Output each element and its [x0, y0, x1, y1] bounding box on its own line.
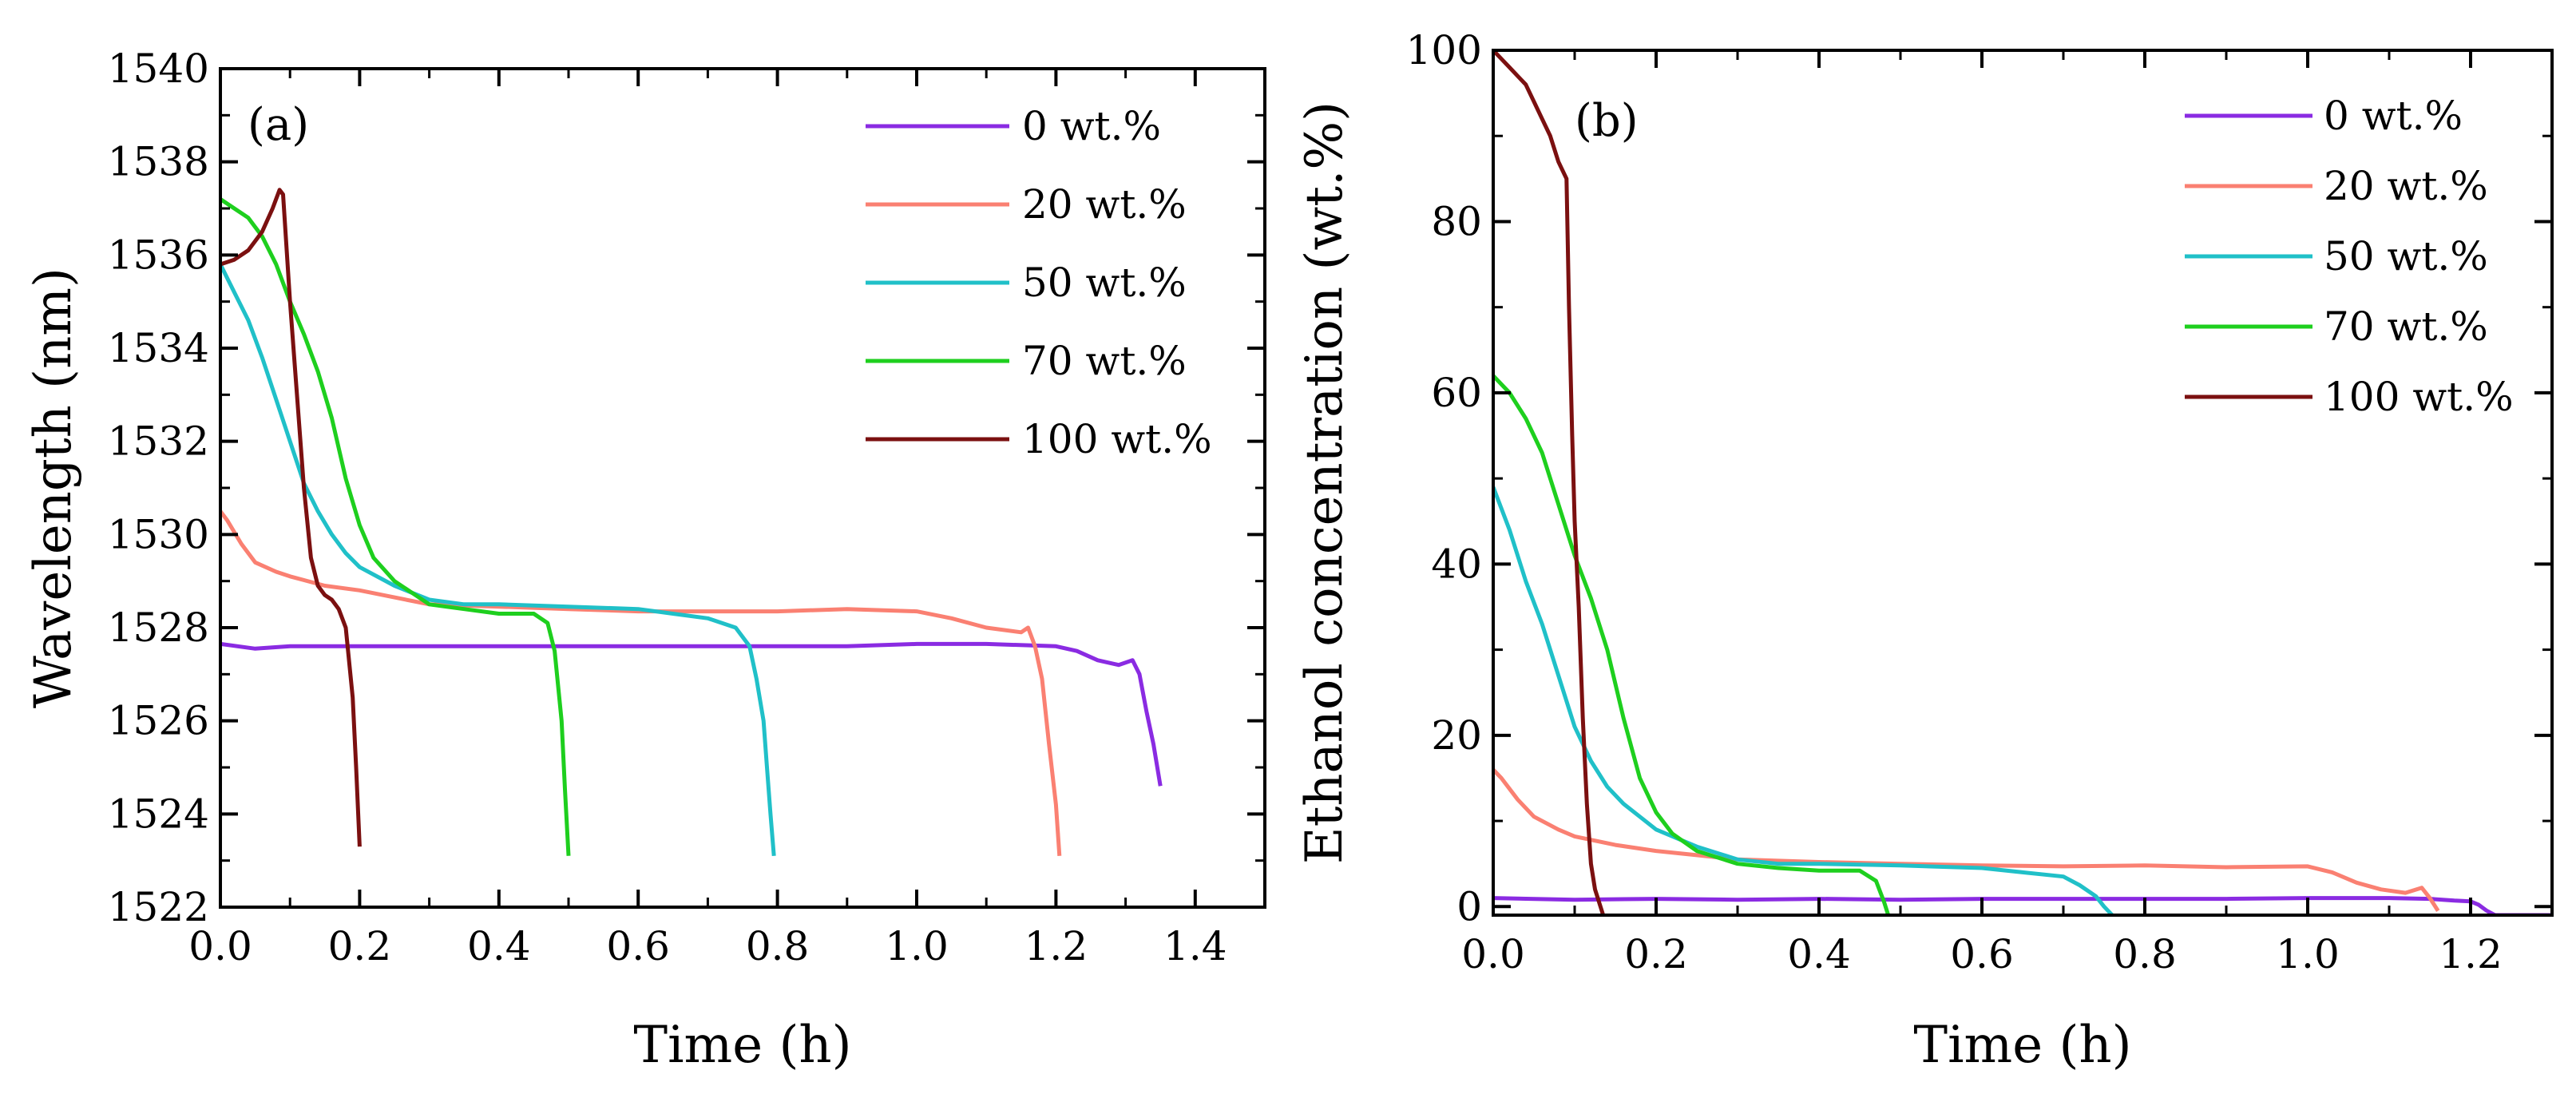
legend-label: 100 wt.% [2324, 374, 2514, 420]
y-axis-title: Ethanol concentration (wt.%) [1295, 101, 1354, 864]
y-tick-label: 0 [1456, 883, 1482, 930]
x-tick-label: 0.8 [2113, 931, 2177, 977]
y-tick-label: 1528 [108, 604, 209, 651]
y-tick-label: 1522 [108, 884, 209, 930]
legend-label: 50 wt.% [1022, 260, 1187, 306]
series-line-3 [1493, 374, 1891, 915]
series-line-2 [220, 263, 776, 857]
series-line-4 [1493, 50, 1606, 915]
y-tick-label: 1536 [108, 232, 209, 278]
series-line-0 [1493, 896, 2552, 915]
y-tick-label: 1530 [108, 511, 209, 557]
series-line-3 [220, 197, 571, 856]
y-tick-label: 40 [1431, 541, 1482, 587]
series-line-4 [220, 188, 362, 847]
x-tick-label: 0.0 [1461, 931, 1525, 977]
legend-label: 0 wt.% [1022, 103, 1161, 149]
legend-label: 50 wt.% [2324, 233, 2488, 279]
y-tick-label: 1538 [108, 139, 209, 185]
y-axis-title: Wavelength (nm) [24, 268, 83, 708]
legend-label: 70 wt.% [1022, 338, 1187, 384]
x-tick-label: 0.6 [606, 923, 670, 969]
x-tick-label: 0.4 [1787, 931, 1851, 977]
y-tick-label: 1526 [108, 698, 209, 744]
series-line-2 [1493, 486, 2114, 915]
x-tick-label: 1.2 [2439, 931, 2503, 977]
panel-label: (b) [1575, 95, 1639, 147]
legend: 0 wt.% 20 wt.% 50 wt.% 70 wt.% 100 wt.% [2185, 93, 2514, 420]
chart-panel-a: 0.0 0.2 0.4 0.6 0.8 1.0 1.2 1.4 1522 1524 1526 1528… [24, 46, 1266, 1075]
y-tick-label: 1524 [108, 791, 209, 837]
x-tick-label: 0.0 [188, 923, 252, 969]
legend-label: 0 wt.% [2324, 93, 2463, 139]
plot-frame [1492, 49, 2554, 917]
series-line-1 [220, 509, 1062, 856]
legend-label: 20 wt.% [1022, 181, 1187, 228]
x-axis-title: Time (h) [633, 1016, 851, 1075]
x-tick-label: 0.8 [746, 923, 810, 969]
legend-label: 70 wt.% [2324, 303, 2488, 350]
series-line-0 [220, 641, 1163, 787]
x-tick-label: 1.0 [885, 923, 949, 969]
x-tick-label: 0.2 [328, 923, 392, 969]
y-tick-label: 20 [1431, 712, 1482, 759]
y-tick-label: 100 [1406, 27, 1482, 73]
y-tick-label: 60 [1431, 370, 1482, 416]
x-tick-label: 0.6 [1950, 931, 2014, 977]
y-tick-label: 1532 [108, 418, 209, 465]
legend-label: 20 wt.% [2324, 163, 2488, 209]
series-line-1 [1493, 767, 2440, 912]
x-tick-label: 1.0 [2276, 931, 2340, 977]
x-tick-label: 1.2 [1024, 923, 1088, 969]
x-tick-label: 0.2 [1624, 931, 1688, 977]
x-tick-label: 1.4 [1163, 923, 1227, 969]
y-tick-label: 1534 [108, 325, 209, 371]
x-axis-title: Time (h) [1913, 1016, 2131, 1075]
legend: 0 wt.% 20 wt.% 50 wt.% 70 wt.% 100 wt.% [866, 103, 1212, 462]
y-tick-label: 80 [1431, 198, 1482, 244]
panel-label: (a) [248, 99, 309, 151]
legend-label: 100 wt.% [1022, 416, 1212, 462]
x-tick-label: 0.4 [467, 923, 531, 969]
y-tick-label: 1540 [108, 46, 209, 92]
chart-panel-b: 0.0 0.2 0.4 0.6 0.8 1.0 1.2 0 20 40 60 80 100 Time (h… [1295, 27, 2554, 1075]
